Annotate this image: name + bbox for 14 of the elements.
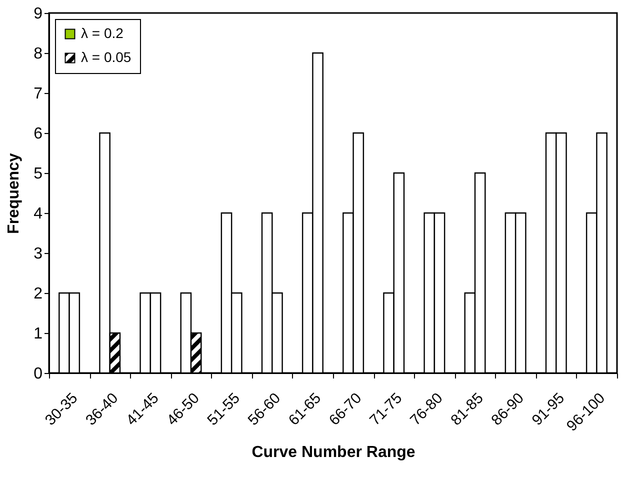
- y-tick-label: 1: [34, 326, 43, 342]
- legend-label: λ = 0.05: [81, 49, 132, 65]
- y-tick-label: 4: [34, 206, 43, 222]
- y-tick-label: 2: [34, 286, 43, 302]
- y-tick-label: 7: [34, 86, 43, 102]
- y-tick-label: 8: [34, 46, 43, 62]
- y-tick-label: 9: [34, 6, 43, 22]
- x-axis-title: Curve Number Range: [252, 444, 416, 462]
- legend-label: λ = 0.2: [81, 25, 124, 41]
- y-axis-title: Frequency: [6, 152, 23, 234]
- y-tick-label: 3: [34, 246, 43, 262]
- y-tick-label: 6: [34, 126, 43, 142]
- y-tick-label: 0: [34, 366, 43, 382]
- y-tick-label: 5: [34, 166, 43, 182]
